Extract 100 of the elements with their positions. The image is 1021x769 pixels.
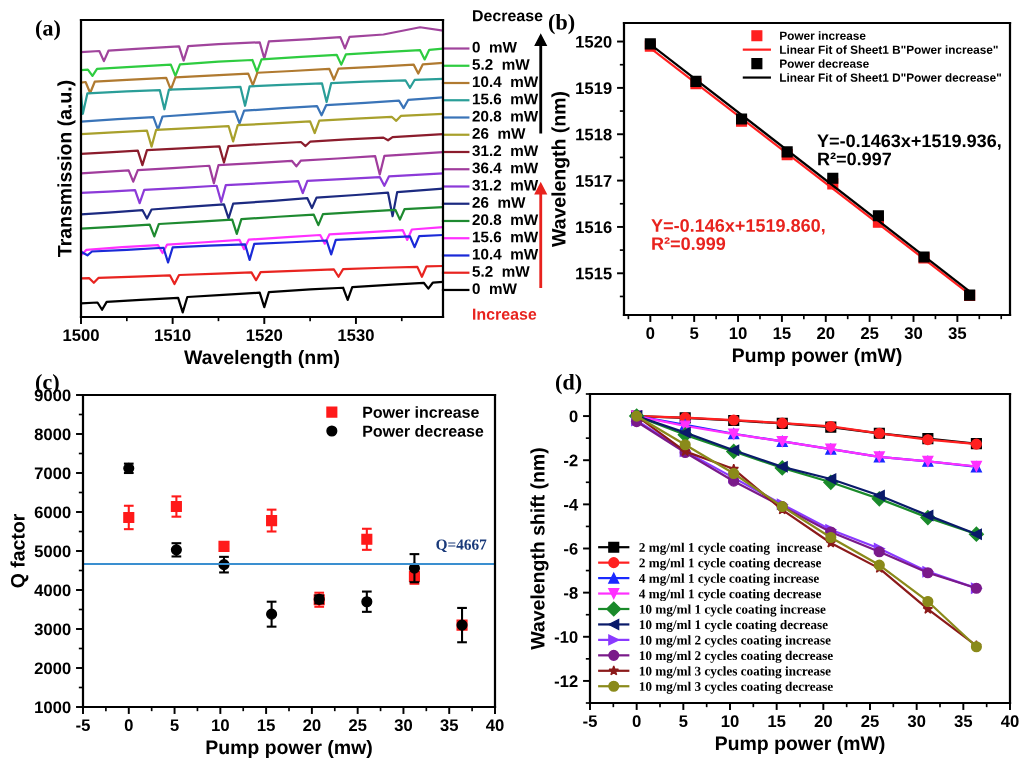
x-tick-label: 40 [1000, 715, 1019, 728]
legend-label: 26 mW [472, 197, 526, 208]
legend-label: 20.8 mW [472, 214, 539, 226]
x-tick-label: 25 [860, 327, 879, 340]
legend-label: 10 mg/ml 3 cycles coating decrease [639, 681, 833, 694]
legend-label: 31.2 mW [472, 145, 539, 157]
legend-label: 2 mg/ml 1 cycle coating increase [639, 542, 823, 555]
x-axis-title: Pump power (mW) [732, 347, 902, 367]
y-tick-label: 4000 [34, 584, 71, 597]
y-axis-title: Q factor [10, 514, 29, 588]
x-axis-title: Pump power (mW) [715, 735, 885, 755]
x-tick-label: 10 [721, 715, 739, 728]
y-tick-label: 1520 [576, 35, 612, 48]
text: Decrease [473, 10, 543, 22]
x-tick-label: 35 [440, 719, 459, 732]
x-tick-label: 15 [768, 715, 786, 728]
legend-label: Power decrease [780, 59, 869, 68]
legend-label: 5.2 mW [472, 59, 530, 70]
legend-label: 10.4 mW [472, 248, 539, 260]
legend-label: 10 mg/ml 1 cycle coating decrease [639, 619, 828, 632]
x-tick-label: 20 [814, 715, 832, 728]
y-tick-label: -6 [564, 542, 578, 555]
x-tick-label: 10 [212, 719, 229, 732]
legend-label: 10.4 mW [472, 76, 539, 88]
y-tick-label: 5000 [34, 545, 71, 558]
y-tick-label: -4 [564, 498, 579, 511]
x-tick-label: 5 [690, 327, 699, 340]
legend-label: 15.6 mW [472, 231, 539, 243]
legend-label: 10 mg/ml 2 cycles coating increase [639, 635, 831, 648]
legend-label: 20.8 mW [472, 110, 539, 122]
legend-label: 31.2 mW [472, 179, 539, 191]
y-tick-label: 1516 [576, 221, 612, 234]
y-tick-label: 0 [569, 410, 578, 423]
y-tick-label: 8000 [34, 428, 71, 441]
x-tick-label: 35 [954, 715, 973, 728]
legend-label: Linear Fit of Sheet1 D"Power decrease" [780, 73, 1001, 82]
legend-label: Power decrease [363, 425, 484, 437]
y-tick-label: 7000 [34, 467, 71, 480]
annotation: Y=-0.1463x+1519.936, R²=0.997 [817, 134, 1001, 166]
y-tick-label: -8 [564, 587, 578, 599]
x-tick-label: 25 [861, 715, 879, 728]
y-axis-title: Wavelength shift (nm) [530, 448, 549, 650]
x-tick-label: 15 [257, 719, 275, 732]
y-tick-label: 1000 [35, 701, 71, 714]
y-tick-label: -12 [554, 675, 578, 687]
x-tick-label: 20 [303, 719, 321, 732]
x-tick-label: 30 [907, 715, 926, 728]
annotation: Y=-0.146x+1519.860, R²=0.999 [651, 219, 825, 251]
x-tick-label: 1520 [246, 329, 283, 342]
x-tick-label: 0 [632, 715, 641, 728]
x-axis-title: Wavelength (nm) [184, 349, 339, 369]
y-tick-label: 3000 [34, 623, 71, 636]
x-tick-label: 1510 [155, 329, 191, 342]
x-tick-label: 0 [646, 327, 655, 340]
legend-label: 15.6 mW [472, 93, 539, 105]
x-tick-label: 20 [817, 327, 835, 340]
x-tick-label: 30 [904, 327, 923, 340]
x-tick-label: -5 [583, 715, 597, 728]
x-tick-label: 0 [124, 719, 133, 732]
y-tick-label: -2 [564, 454, 578, 467]
x-tick-label: 25 [348, 719, 367, 732]
y-tick-label: 6000 [34, 506, 71, 519]
legend-label: 5.2 mW [472, 266, 530, 277]
chart-title: (a) [35, 20, 60, 41]
chart-title: (d) [555, 374, 582, 395]
x-tick-label: 40 [485, 719, 504, 732]
legend-label: 0 mW [472, 283, 517, 295]
legend-label: Power increase [363, 406, 479, 418]
y-tick-label: -10 [554, 631, 578, 643]
legend-label: Linear Fit of Sheet1 B"Power increase" [780, 45, 998, 54]
x-tick-label: 15 [773, 327, 791, 340]
legend-label: 4 mg/ml 1 cycle coating increase [639, 573, 819, 586]
y-axis-title: Transmission (a.u.) [57, 80, 76, 257]
x-tick-label: 30 [394, 719, 413, 732]
x-tick-label: 10 [729, 327, 747, 340]
legend-label: 0 mW [472, 41, 517, 53]
y-tick-label: 1517 [576, 175, 612, 187]
y-axis-title: Wavelength (nm) [551, 92, 570, 247]
legend-label: 2 mg/ml 1 cycle coating decrease [639, 558, 822, 571]
y-tick-label: 1515 [576, 267, 612, 280]
x-tick-label: 5 [679, 715, 688, 728]
legend-label: 26 mW [472, 128, 526, 139]
y-tick-label: 1519 [576, 82, 612, 95]
legend-label: 4 mg/ml 1 cycle coating decrease [639, 589, 822, 602]
y-tick-label: 1518 [576, 128, 612, 141]
x-axis-title: Pump power (mw) [206, 739, 372, 759]
y-tick-label: 2000 [34, 662, 71, 675]
x-tick-label: -5 [76, 719, 90, 732]
x-tick-label: 1530 [338, 329, 374, 342]
legend-label: 10 mg/ml 1 cycle coating increase [639, 604, 826, 617]
legend-label: 10 mg/ml 3 cycles coating increase [639, 666, 831, 679]
text: Increase [473, 308, 537, 320]
x-tick-label: 1500 [63, 329, 99, 342]
chart-title: (b) [548, 14, 575, 35]
x-tick-label: 5 [170, 719, 179, 732]
legend-label: 36.4 mW [472, 162, 539, 174]
legend-label: Power increase [780, 31, 866, 40]
ref-line-label: Q=4667 [436, 539, 487, 553]
x-tick-label: 35 [948, 327, 967, 340]
legend-label: 10 mg/ml 2 cycles coating decrease [639, 650, 833, 663]
